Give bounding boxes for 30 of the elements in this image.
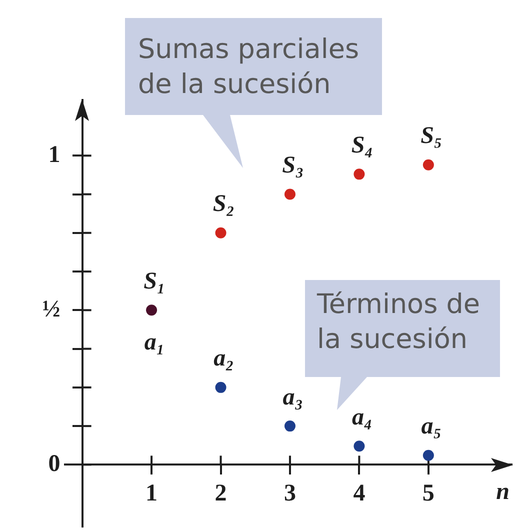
annotation: S₅ <box>420 123 442 150</box>
annotation: a₄ <box>352 404 372 430</box>
annotation: S₁ <box>144 268 166 294</box>
annotation: Términos de la sucesión <box>317 288 480 357</box>
x-tick-label: 5 <box>422 480 434 506</box>
x-tick-label: 1 <box>146 480 158 506</box>
x-axis-title: n <box>496 478 510 505</box>
y-tick-label: ½ <box>42 296 60 322</box>
point <box>215 382 226 393</box>
point <box>354 440 365 452</box>
point <box>215 227 226 238</box>
point <box>146 304 158 316</box>
annotation: a₃ <box>282 384 304 410</box>
y-tick-label: 1 <box>48 142 60 168</box>
point <box>354 168 365 180</box>
annotation: a₁ <box>144 329 165 356</box>
annotation: a₂ <box>214 346 234 372</box>
annotation: S₄ <box>351 132 374 158</box>
x-tick-label: 2 <box>214 480 227 506</box>
x-tick-label: 4 <box>353 480 366 506</box>
point <box>422 450 434 461</box>
annotation: Sumas parciales de la sucesión <box>138 33 360 102</box>
point <box>284 188 296 200</box>
annotation: a₅ <box>421 414 442 440</box>
y-tick-label: 0 <box>48 450 60 477</box>
annotation: S₃ <box>282 152 304 178</box>
point <box>422 159 434 170</box>
point <box>284 420 296 432</box>
x-tick-label: 3 <box>284 480 296 506</box>
annotation: S₂ <box>212 191 235 218</box>
